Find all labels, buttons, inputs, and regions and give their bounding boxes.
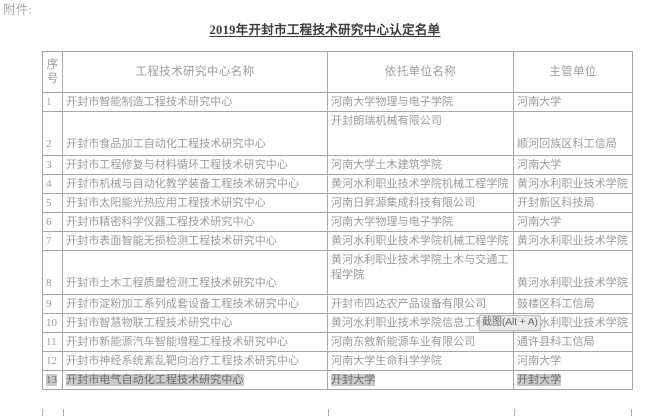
table-row: 9 开封市淀粉加工系列成套设备工程技术研究中心 开封市四达农产品设备有限公司 鼓… xyxy=(42,294,633,314)
row-index: 1 xyxy=(42,92,63,112)
row-center-name: 开封市淀粉加工系列成套设备工程技术研究中心 xyxy=(62,294,328,314)
column-header-sequence-line1: 序 xyxy=(46,59,59,71)
row-supervising-unit: 开封大学 xyxy=(513,370,633,390)
row-host-unit: 黄河水利职业技术学院机械工程学院 xyxy=(327,174,514,194)
table-row: 7 开封市表面智能无损检测工程技术研究中心 黄河水利职业技术学院机械工程学院 黄… xyxy=(42,231,633,251)
row-supervising-unit: 黄河水利职业技术学院 xyxy=(513,174,633,194)
row-center-name: 开封市机械与自动化教学装备工程技术研究中心 xyxy=(62,174,328,194)
table-row: 4 开封市机械与自动化教学装备工程技术研究中心 黄河水利职业技术学院机械工程学院… xyxy=(42,174,633,194)
row-host-unit: 开封大学 xyxy=(327,370,514,390)
column-header-sequence: 序号 xyxy=(42,51,63,93)
row-host-unit: 黄河水利职业技术学院土木与交通工程学院 xyxy=(327,250,514,295)
row-center-name: 开封市表面智能无损检测工程技术研究中心 xyxy=(62,231,328,251)
listing-table-container: 序号 工程技术研究中心名称 依托单位名称 主管单位 1 开封市智能制造工程技术研… xyxy=(42,51,633,390)
row-supervising-unit: 河南大学 xyxy=(513,92,633,112)
table-body: 1 开封市智能制造工程技术研究中心 河南大学物理与电子学院 河南大学 2 开封市… xyxy=(42,92,633,390)
table-row: 12 开封市神经系统紊乱靶向治疗工程技术研究中心 河南大学生命科学学院 河南大学 xyxy=(42,351,633,371)
row-supervising-unit: 顺河回族区科工信局 xyxy=(513,111,633,156)
row-host-unit: 河南东敫新能源车业有限公司 xyxy=(327,332,514,352)
row-center-name: 开封市神经系统紊乱靶向治疗工程技术研究中心 xyxy=(62,351,328,371)
row-center-name-selection: 开封市电气自动化工程技术研究中心 xyxy=(66,373,244,386)
page-title-text: 2019年开封市工程技术研究中心认定名单 xyxy=(209,23,441,37)
table-row: 6 开封市精密科学仪器工程技术研究中心 河南大学物理与电子学院 河南大学 xyxy=(42,212,633,232)
row-center-name: 开封市土木工程质量检测工程技术研究中心 xyxy=(62,250,328,295)
row-supervising-unit: 河南大学 xyxy=(513,155,633,175)
row-supervising-unit: 河南大学 xyxy=(513,212,633,232)
row-center-name: 开封市智能制造工程技术研究中心 xyxy=(62,92,328,112)
column-header-center-name: 工程技术研究中心名称 xyxy=(62,51,328,93)
row-index-selection: 13 xyxy=(46,374,57,386)
row-host-unit: 黄河水利职业技术学院机械工程学院 xyxy=(327,231,514,251)
table-row-selected: 13 开封市电气自动化工程技术研究中心 开封大学 开封大学 xyxy=(42,370,633,390)
row-index: 11 xyxy=(42,332,63,352)
row-host-unit: 河南大学生命科学学院 xyxy=(327,351,514,371)
row-center-name: 开封市电气自动化工程技术研究中心 xyxy=(62,370,328,390)
table-row: 8 开封市土木工程质量检测工程技术研究中心 黄河水利职业技术学院土木与交通工程学… xyxy=(42,250,633,295)
row-index: 4 xyxy=(42,174,63,194)
row-host-unit: 河南日昇源集成科技有限公司 xyxy=(327,193,514,213)
row-host-unit: 河南大学物理与电子学院 xyxy=(327,92,514,112)
table-header: 序号 工程技术研究中心名称 依托单位名称 主管单位 xyxy=(42,51,633,93)
attachment-label: 附件: xyxy=(3,3,33,17)
row-index: 13 xyxy=(42,370,63,390)
row-center-name: 开封市工程修复与材料循环工程技术研究中心 xyxy=(62,155,328,175)
row-supervising-unit: 黄河水利职业技术学院 xyxy=(513,231,633,251)
row-supervising-unit: 鼓楼区科工信局 xyxy=(513,294,633,314)
column-header-sequence-line2: 号 xyxy=(46,73,59,85)
row-index: 6 xyxy=(42,212,63,232)
row-supervising-unit: 开封新区科技局 xyxy=(513,193,633,213)
row-supervising-unit: 河南大学 xyxy=(513,351,633,371)
row-host-unit: 开封市四达农产品设备有限公司 xyxy=(327,294,514,314)
column-header-host-unit: 依托单位名称 xyxy=(327,51,514,93)
row-index: 2 xyxy=(42,111,63,156)
row-supervising-unit: 黄河水利职业技术学院 xyxy=(513,250,633,295)
row-host-unit-selection: 开封大学 xyxy=(331,373,376,386)
row-center-name: 开封市精密科学仪器工程技术研究中心 xyxy=(62,212,328,232)
recognition-list-table: 序号 工程技术研究中心名称 依托单位名称 主管单位 1 开封市智能制造工程技术研… xyxy=(42,51,633,390)
row-center-name: 开封市智慧物联工程技术研究中心 xyxy=(62,313,328,333)
table-row: 3 开封市工程修复与材料循环工程技术研究中心 河南大学土木建筑学院 河南大学 xyxy=(42,155,633,175)
table-header-row: 序号 工程技术研究中心名称 依托单位名称 主管单位 xyxy=(42,51,633,93)
row-supervising-unit: 通许县科工信局 xyxy=(513,332,633,352)
row-host-unit: 河南大学土木建筑学院 xyxy=(327,155,514,175)
table-row: 1 开封市智能制造工程技术研究中心 河南大学物理与电子学院 河南大学 xyxy=(42,92,633,112)
screenshot-tooltip: 截图(Alt + A) xyxy=(479,315,541,331)
row-host-unit: 开封朗瑞机械有限公司 xyxy=(327,111,514,156)
row-center-name: 开封市食品加工自动化工程技术研究中心 xyxy=(62,111,328,156)
row-index: 9 xyxy=(42,294,63,314)
row-center-name: 开封市太阳能光热应用工程技术研究中心 xyxy=(62,193,328,213)
row-index: 12 xyxy=(42,351,63,371)
table-row: 2 开封市食品加工自动化工程技术研究中心 开封朗瑞机械有限公司 顺河回族区科工信… xyxy=(42,111,633,156)
row-supervising-unit-selection: 开封大学 xyxy=(517,373,562,386)
row-index: 8 xyxy=(42,250,63,295)
row-center-name: 开封市新能源汽车智能增程工程技术研究中心 xyxy=(62,332,328,352)
table-row: 10 开封市智慧物联工程技术研究中心 黄河水利职业技术学院信息工程学院 黄河水利… xyxy=(42,313,633,333)
page-title: 2019年开封市工程技术研究中心认定名单 xyxy=(0,19,650,38)
column-header-supervising-unit: 主管单位 xyxy=(513,51,633,93)
row-host-unit: 河南大学物理与电子学院 xyxy=(327,212,514,232)
row-index: 3 xyxy=(42,155,63,175)
table-next-row-partial xyxy=(42,409,632,416)
row-index: 10 xyxy=(42,313,63,333)
table-row: 11 开封市新能源汽车智能增程工程技术研究中心 河南东敫新能源车业有限公司 通许… xyxy=(42,332,633,352)
table-row: 5 开封市太阳能光热应用工程技术研究中心 河南日昇源集成科技有限公司 开封新区科… xyxy=(42,193,633,213)
row-index: 7 xyxy=(42,231,63,251)
row-index: 5 xyxy=(42,193,63,213)
